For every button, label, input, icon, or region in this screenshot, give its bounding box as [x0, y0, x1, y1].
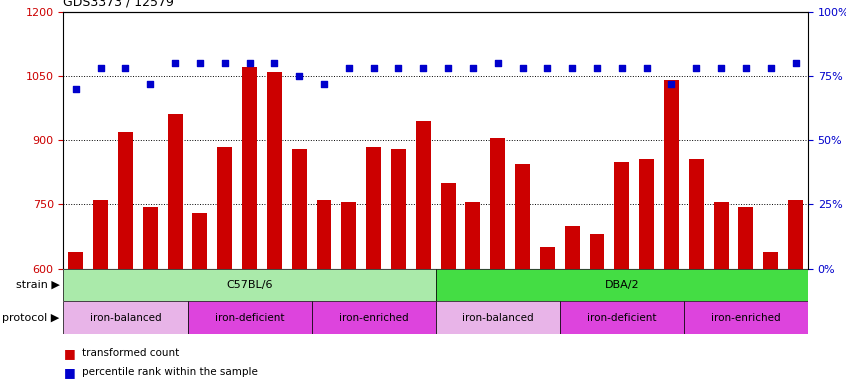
Bar [788, 200, 803, 384]
Point [293, 73, 306, 79]
Point [392, 65, 405, 71]
Bar [540, 247, 555, 384]
Text: strain ▶: strain ▶ [16, 280, 60, 290]
Bar [316, 200, 332, 384]
Bar [311, 301, 436, 334]
Point [267, 60, 281, 66]
Point [243, 60, 256, 66]
Point [689, 65, 703, 71]
Text: percentile rank within the sample: percentile rank within the sample [82, 367, 258, 377]
Bar [441, 183, 455, 384]
Bar [515, 164, 530, 384]
Bar [689, 159, 704, 384]
Bar [342, 202, 356, 384]
Bar [217, 147, 232, 384]
Bar [366, 147, 381, 384]
Text: iron-balanced: iron-balanced [462, 313, 534, 323]
Point [416, 65, 430, 71]
Point [591, 65, 604, 71]
Bar [63, 301, 188, 334]
Bar [242, 67, 257, 384]
Bar [465, 202, 481, 384]
Point [615, 65, 629, 71]
Bar [640, 159, 654, 384]
Bar [93, 200, 108, 384]
Point [665, 81, 678, 87]
Point [94, 65, 107, 71]
Point [516, 65, 530, 71]
Text: DBA/2: DBA/2 [605, 280, 639, 290]
Point [367, 65, 381, 71]
Text: C57BL/6: C57BL/6 [227, 280, 272, 290]
Point [739, 65, 753, 71]
Bar [565, 226, 580, 384]
Text: iron-enriched: iron-enriched [711, 313, 781, 323]
Bar [436, 301, 560, 334]
Point [764, 65, 777, 71]
Bar [193, 213, 207, 384]
Bar [560, 301, 684, 334]
Bar [436, 269, 808, 301]
Point [218, 60, 232, 66]
Bar [491, 138, 505, 384]
Bar [684, 301, 808, 334]
Point [144, 81, 157, 87]
Bar [664, 80, 678, 384]
Bar [714, 202, 728, 384]
Text: ■: ■ [63, 366, 75, 379]
Point [640, 65, 653, 71]
Point [342, 65, 355, 71]
Point [541, 65, 554, 71]
Text: GDS3373 / 12579: GDS3373 / 12579 [63, 0, 174, 9]
Text: iron-enriched: iron-enriched [339, 313, 409, 323]
Bar [118, 132, 133, 384]
Bar [763, 252, 778, 384]
Text: iron-balanced: iron-balanced [90, 313, 162, 323]
Point [193, 60, 206, 66]
Point [69, 86, 83, 92]
Point [168, 60, 182, 66]
Bar [168, 114, 183, 384]
Point [565, 65, 579, 71]
Bar [739, 207, 753, 384]
Bar [188, 301, 311, 334]
Bar [69, 252, 83, 384]
Text: iron-deficient: iron-deficient [215, 313, 284, 323]
Bar [267, 71, 282, 384]
Point [466, 65, 480, 71]
Text: iron-deficient: iron-deficient [587, 313, 656, 323]
Text: protocol ▶: protocol ▶ [3, 313, 60, 323]
Point [118, 65, 132, 71]
Point [788, 60, 802, 66]
Bar [614, 162, 629, 384]
Bar [416, 121, 431, 384]
Point [317, 81, 331, 87]
Text: transformed count: transformed count [82, 348, 179, 358]
Bar [590, 235, 604, 384]
Point [442, 65, 455, 71]
Text: ■: ■ [63, 347, 75, 360]
Bar [292, 149, 306, 384]
Bar [143, 207, 157, 384]
Bar [391, 149, 406, 384]
Point [714, 65, 728, 71]
Point [491, 60, 504, 66]
Bar [63, 269, 436, 301]
